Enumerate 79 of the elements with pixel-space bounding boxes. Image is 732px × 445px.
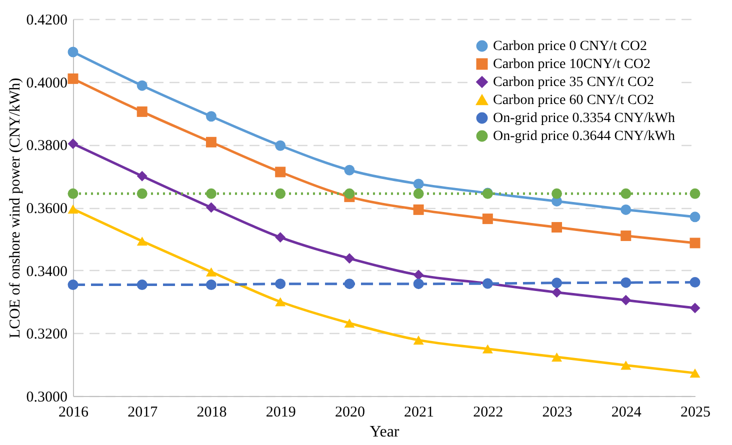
y-tick-label: 0.3400 (26, 264, 68, 280)
point (206, 136, 216, 148)
point (136, 188, 148, 199)
point (620, 360, 632, 370)
x-tick-label: 2018 (196, 404, 227, 420)
point (413, 336, 424, 345)
point (206, 188, 216, 199)
point (136, 280, 148, 290)
point (275, 232, 286, 243)
y-tick-label: 0.4200 (26, 12, 68, 28)
x-tick-label: 2020 (334, 404, 365, 420)
legend-label: Carbon price 60 CNY/t CO2 (493, 93, 654, 108)
point (344, 188, 355, 199)
point (136, 170, 148, 182)
point (344, 278, 355, 290)
point (206, 111, 216, 122)
x-tick-label: 2017 (128, 404, 158, 420)
point (275, 278, 286, 290)
y-tick-label: 0.3600 (26, 201, 68, 217)
point (620, 204, 632, 215)
point (344, 164, 355, 176)
point (206, 280, 216, 290)
point (413, 278, 424, 290)
legend-label: On-grid price 0.3354 CNY/kWh (493, 111, 675, 126)
point (136, 106, 148, 117)
point (552, 188, 562, 199)
x-tick-label: 2021 (404, 404, 434, 420)
point (690, 212, 700, 222)
point (275, 166, 286, 178)
point (344, 253, 355, 264)
point (413, 270, 424, 280)
point (552, 352, 562, 362)
legend-label: Carbon price 10CNY/t CO2 (493, 57, 650, 72)
y-tick-label: 0.3800 (26, 138, 68, 154)
y-tick-label: 0.4000 (26, 75, 68, 92)
point (690, 302, 700, 314)
x-tick-label: 2024 (611, 404, 642, 420)
point (413, 178, 424, 190)
y-tick-label: 0.3000 (26, 390, 68, 406)
point (206, 202, 216, 213)
point (68, 73, 78, 84)
x-tick-label: 2023 (542, 404, 572, 420)
legend-label: Carbon price 35 CNY/t CO2 (493, 75, 654, 90)
point (620, 188, 632, 199)
point (136, 80, 148, 91)
legend-label: On-grid price 0.3644 CNY/kWh (493, 129, 675, 144)
point (275, 140, 286, 151)
y-tick-label: 0.3200 (26, 326, 68, 343)
point (620, 294, 632, 306)
point (690, 188, 700, 199)
point (552, 222, 562, 233)
point (620, 230, 632, 242)
point (344, 318, 355, 328)
x-tick-label: 2016 (58, 404, 89, 420)
point (275, 297, 286, 306)
point (413, 204, 424, 215)
x-axis-title: Year (370, 424, 400, 440)
point (552, 278, 562, 288)
point (690, 238, 700, 248)
legend-label: Carbon price 0 CNY/t CO2 (493, 39, 647, 54)
y-axis-title: LCOE of onshore wind power (CNY/kWh) (7, 78, 24, 338)
point (690, 368, 700, 378)
point (482, 344, 493, 354)
x-tick-label: 2019 (266, 404, 296, 420)
point (68, 280, 78, 290)
point (68, 46, 78, 58)
point (620, 277, 632, 288)
point (413, 188, 424, 199)
point (690, 277, 700, 288)
point (206, 267, 216, 276)
point (68, 138, 78, 149)
point (136, 236, 148, 246)
x-tick-label: 2025 (680, 404, 710, 420)
x-tick-label: 2022 (473, 404, 504, 420)
point (552, 287, 562, 298)
point (482, 214, 493, 224)
point (68, 188, 78, 199)
point (275, 188, 286, 199)
point (68, 204, 78, 214)
